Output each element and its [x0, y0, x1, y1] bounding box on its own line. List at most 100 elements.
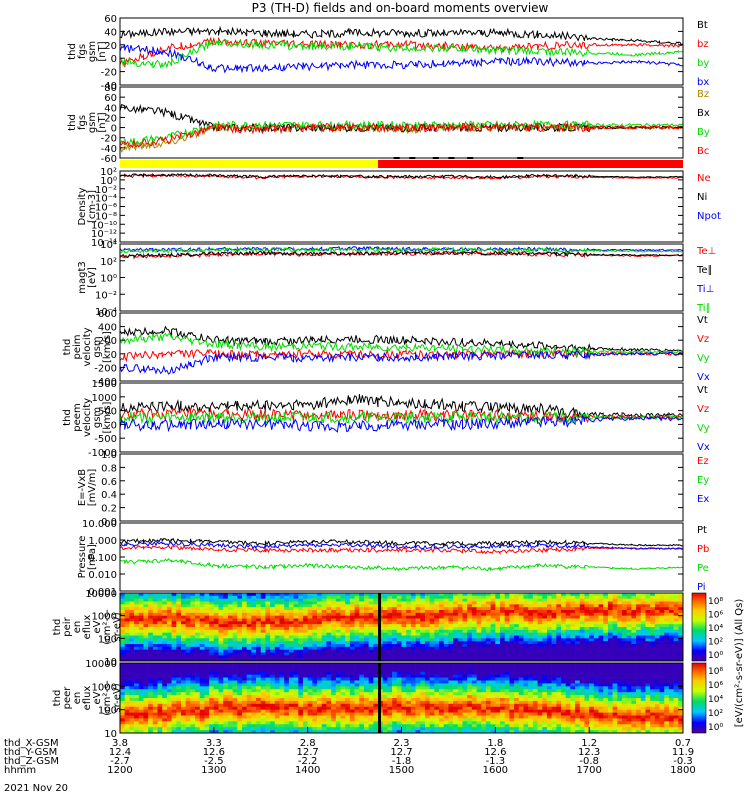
- heatmap-cell: [180, 695, 186, 699]
- heatmap-cell: [199, 668, 205, 673]
- heatmap-cell: [237, 698, 243, 702]
- heatmap-cell: [124, 604, 130, 608]
- heatmap-cell: [152, 721, 158, 725]
- heatmap-cell: [584, 629, 590, 633]
- heatmap-cell: [349, 671, 355, 675]
- heatmap-cell: [410, 718, 416, 722]
- heatmap-cell: [326, 632, 332, 636]
- heatmap-cell: [434, 706, 440, 710]
- heatmap-cell: [359, 683, 365, 687]
- heatmap-cell: [326, 635, 332, 639]
- heatmap-cell: [476, 610, 482, 614]
- heatmap-cell: [626, 624, 632, 628]
- heatmap-cell: [542, 655, 548, 659]
- heatmap-cell: [537, 627, 543, 631]
- heatmap-cell: [288, 601, 294, 605]
- heatmap-cell: [570, 604, 576, 608]
- heatmap-cell: [190, 700, 196, 705]
- heatmap-cell: [195, 652, 201, 656]
- heatmap-cell: [523, 635, 529, 639]
- heatmap-cell: [439, 638, 445, 642]
- heatmap-cell: [143, 700, 149, 705]
- heatmap-cell: [335, 607, 341, 611]
- heatmap-cell: [345, 607, 351, 611]
- y-tick-label: -20: [101, 68, 117, 79]
- heatmap-cell: [523, 615, 529, 619]
- heatmap-cell: [138, 649, 144, 653]
- heatmap-cell: [434, 604, 440, 608]
- heatmap-cell: [185, 686, 191, 690]
- heatmap-cell: [199, 604, 205, 608]
- y-axis-label: magt3: [77, 261, 88, 294]
- heatmap-cell: [274, 615, 280, 619]
- heatmap-cell: [251, 727, 257, 731]
- heatmap-cell: [134, 618, 140, 622]
- heatmap-cell: [213, 715, 219, 719]
- heatmap-cell: [565, 638, 571, 642]
- heatmap-cell: [396, 677, 402, 681]
- heatmap-cell: [256, 715, 262, 719]
- heatmap-cell: [664, 649, 670, 653]
- heatmap-cell: [317, 627, 323, 631]
- heatmap-cell: [363, 593, 369, 597]
- heatmap-cell: [256, 632, 262, 636]
- heatmap-cell: [462, 700, 468, 705]
- heatmap-cell: [171, 689, 177, 693]
- heatmap-cell: [227, 712, 233, 716]
- heatmap-cell: [354, 658, 360, 662]
- heatmap-cell: [382, 663, 388, 667]
- heatmap-cell: [209, 658, 215, 662]
- y-axis-label: [nT]: [97, 112, 108, 132]
- heatmap-cell: [288, 724, 294, 728]
- heatmap-cell: [152, 638, 158, 642]
- heatmap-cell: [270, 655, 276, 659]
- heatmap-cell: [607, 601, 613, 605]
- heatmap-cell: [593, 652, 599, 656]
- heatmap-cell: [265, 686, 271, 690]
- panel-frame: [119, 453, 684, 522]
- heatmap-cell: [434, 624, 440, 628]
- heatmap-cell: [256, 665, 262, 670]
- heatmap-cell: [345, 680, 351, 684]
- heatmap-cell: [317, 695, 323, 699]
- heatmap-cell: [317, 671, 323, 675]
- heatmap-cell: [481, 635, 487, 639]
- heatmap-cell: [439, 627, 445, 631]
- heatmap-cell: [476, 595, 482, 599]
- heatmap-cell: [612, 649, 618, 653]
- heatmap-cell: [617, 621, 623, 625]
- heatmap-cell: [185, 632, 191, 636]
- heatmap-cell: [284, 698, 290, 702]
- heatmap-cell: [457, 709, 463, 713]
- heatmap-cell: [514, 610, 520, 614]
- heatmap-cell: [603, 610, 609, 614]
- heatmap-cell: [218, 689, 224, 693]
- heatmap-cell: [190, 607, 196, 611]
- mode-tick: [467, 157, 474, 159]
- heatmap-cell: [373, 721, 379, 725]
- heatmap-cell: [157, 610, 163, 614]
- heatmap-cell: [331, 703, 337, 708]
- heatmap-cell: [246, 627, 252, 631]
- heatmap-cell: [293, 655, 299, 659]
- mode-segment-0: [120, 160, 379, 168]
- heatmap-cell: [598, 658, 604, 662]
- heatmap-cell: [335, 635, 341, 639]
- heatmap-cell: [556, 612, 562, 616]
- heatmap-cell: [429, 655, 435, 659]
- heatmap-cell: [359, 674, 365, 678]
- heatmap-cell: [279, 646, 285, 650]
- heatmap-cell: [288, 658, 294, 662]
- heatmap-cell: [650, 638, 656, 642]
- heatmap-cell: [321, 712, 327, 716]
- heatmap-cell: [157, 621, 163, 625]
- heatmap-cell: [270, 706, 276, 710]
- heatmap-cell: [134, 607, 140, 611]
- heatmap-cell: [650, 649, 656, 653]
- heatmap-cell: [134, 638, 140, 642]
- y-tick-label: 10⁻²: [95, 185, 117, 196]
- heatmap-cell: [607, 593, 613, 597]
- heatmap-cell: [270, 680, 276, 684]
- heatmap-cell: [490, 621, 496, 625]
- heatmap-cell: [631, 638, 637, 642]
